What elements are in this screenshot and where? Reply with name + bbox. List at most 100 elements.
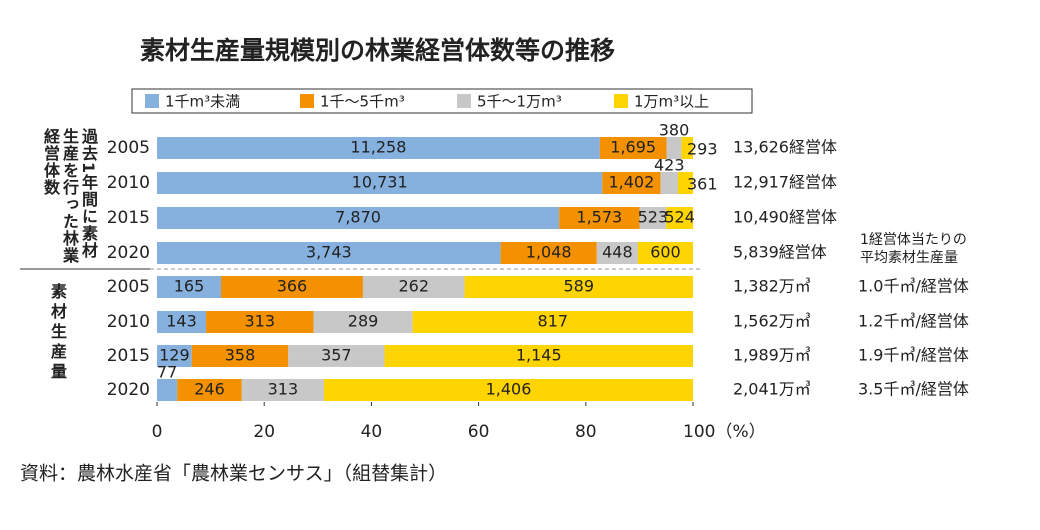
row-average: 1.9千㎥/経営体	[858, 346, 969, 365]
bar-segment	[660, 172, 679, 194]
bar-segment	[681, 137, 693, 159]
bar-segment	[157, 345, 192, 367]
y-tick-label: 2015	[107, 208, 150, 228]
row-total: 10,490経営体	[733, 208, 837, 227]
bar-segment	[191, 345, 289, 367]
bar-segment	[157, 276, 221, 298]
value-label: 361	[687, 175, 718, 194]
x-tick-label: 0	[152, 422, 163, 442]
value-label: 77	[157, 363, 177, 382]
row-total: 1,989万㎥	[733, 346, 811, 365]
y-tick-label: 2005	[107, 138, 150, 158]
bar-segment	[596, 242, 638, 264]
bar-segment	[206, 311, 314, 333]
value-label: 357	[321, 346, 352, 365]
value-label: 10,731	[352, 173, 408, 192]
x-tick-label: 80	[575, 422, 597, 442]
bar-segment	[500, 242, 597, 264]
row-total: 13,626経営体	[733, 138, 837, 157]
row-average: 3.5千㎥/経営体	[858, 380, 969, 399]
chart-title: 素材生産量規模別の林業経営体数等の推移	[140, 36, 615, 65]
x-tick-label: 20	[253, 422, 275, 442]
value-label: 293	[687, 140, 718, 159]
value-label: 1,402	[608, 173, 654, 192]
legend-label: 5千～1万m³	[477, 93, 562, 111]
bar-segment	[362, 276, 465, 298]
bar-segment	[157, 311, 207, 333]
row-total: 5,839経営体	[733, 243, 827, 262]
column-header: 平均素材生産量	[860, 250, 958, 266]
legend-swatch	[614, 94, 628, 108]
x-tick-label: 40	[361, 422, 383, 442]
value-label: 524	[664, 208, 695, 227]
value-label: 313	[268, 380, 299, 399]
bar-segment	[157, 207, 560, 229]
value-label: 523	[638, 208, 669, 227]
value-label: 366	[277, 277, 308, 296]
value-label: 448	[602, 243, 633, 262]
legend-label: 1千m³未満	[165, 93, 240, 111]
bar-segment	[157, 137, 600, 159]
legend-box	[131, 88, 753, 114]
row-total: 12,917経営体	[733, 173, 837, 192]
bar-segment	[288, 345, 385, 367]
bar-segment	[637, 242, 693, 264]
value-label: 262	[398, 277, 429, 296]
row-total: 2,041万㎥	[733, 380, 811, 399]
row-total: 1,562万㎥	[733, 312, 811, 331]
bar-segment	[602, 172, 661, 194]
x-tick-label: 100（%）	[683, 422, 766, 442]
value-label: 11,258	[350, 138, 406, 157]
x-tick-label: 60	[468, 422, 490, 442]
bar-segment	[464, 276, 693, 298]
legend-swatch	[457, 94, 471, 108]
bar-segment	[177, 379, 242, 401]
value-label: 600	[650, 243, 681, 262]
value-label: 313	[244, 312, 275, 331]
bar-segment	[157, 172, 603, 194]
group-label: 素材生産量	[48, 283, 67, 383]
value-label: 246	[194, 380, 225, 399]
y-tick-label: 2010	[107, 173, 150, 193]
group-label: 過去1年間に素材生産を行った林業経営体数	[41, 128, 98, 264]
value-label: 129	[159, 346, 190, 365]
y-tick-label: 2010	[107, 312, 150, 332]
y-tick-label: 2020	[107, 380, 150, 400]
legend-swatch	[300, 94, 314, 108]
bar-segment	[666, 207, 693, 229]
bar-segment	[323, 379, 693, 401]
bar-segment	[384, 345, 693, 367]
y-tick-label: 2015	[107, 346, 150, 366]
value-label: 1,573	[576, 208, 622, 227]
y-tick-label: 2005	[107, 277, 150, 297]
bar-segment	[220, 276, 363, 298]
column-header: 1経営体当たりの	[860, 232, 967, 248]
value-label: 143	[166, 312, 197, 331]
bar-segment	[157, 379, 178, 401]
bar-segment	[559, 207, 640, 229]
row-average: 1.2千㎥/経営体	[858, 312, 969, 331]
legend-swatch	[145, 94, 159, 108]
bar-segment	[666, 137, 682, 159]
value-label: 380	[659, 121, 690, 140]
value-label: 1,406	[486, 380, 532, 399]
value-label: 589	[564, 277, 595, 296]
source-note: 資料：農林水産省「農林業センサス」（組替集計）	[20, 463, 447, 485]
value-label: 1,048	[526, 243, 572, 262]
bar-segment	[157, 242, 501, 264]
legend-label: 1千～5千m³	[320, 93, 405, 111]
bar-segment	[599, 137, 667, 159]
row-average: 1.0千㎥/経営体	[858, 277, 969, 296]
value-label: 7,870	[335, 208, 381, 227]
value-label: 358	[225, 346, 256, 365]
value-label: 1,695	[610, 138, 656, 157]
value-label: 3,743	[306, 243, 352, 262]
value-label: 289	[348, 312, 379, 331]
value-label: 165	[174, 277, 205, 296]
y-tick-label: 2020	[107, 243, 150, 263]
value-label: 817	[538, 312, 569, 331]
bar-segment	[313, 311, 413, 333]
row-total: 1,382万㎥	[733, 277, 811, 296]
